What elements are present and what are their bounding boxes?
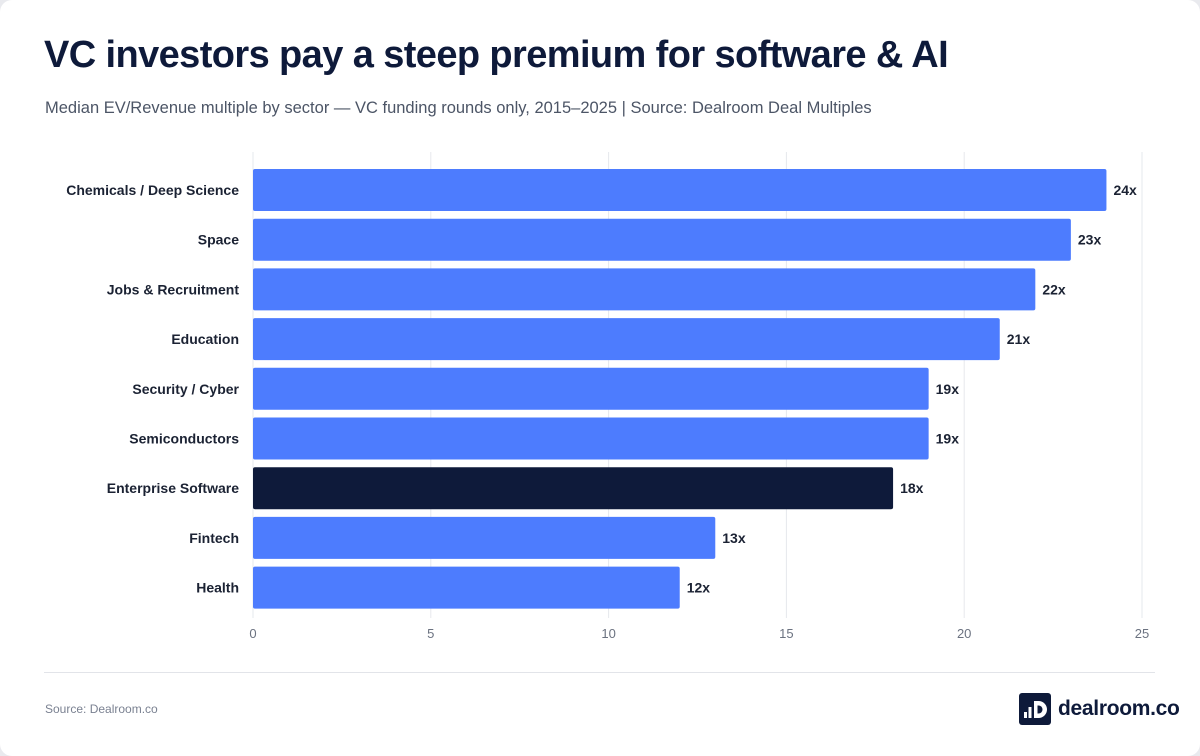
- value-label: 13x: [722, 530, 746, 546]
- value-label: 21x: [1007, 331, 1031, 347]
- category-label: Enterprise Software: [107, 480, 239, 496]
- category-label: Education: [171, 331, 239, 347]
- x-tick-label: 10: [601, 626, 615, 641]
- x-tick-label: 20: [957, 626, 971, 641]
- x-tick-label: 15: [779, 626, 793, 641]
- x-tick-label: 25: [1135, 626, 1149, 641]
- category-label: Fintech: [189, 530, 239, 546]
- category-label: Chemicals / Deep Science: [66, 182, 239, 198]
- bar: [253, 417, 929, 460]
- category-label: Security / Cyber: [132, 381, 239, 397]
- value-label: 23x: [1078, 232, 1102, 248]
- bar: [253, 169, 1107, 211]
- category-label: Jobs & Recruitment: [107, 281, 240, 297]
- bar-chart: 0 5 10 15 20 25 Chemicals / Deep Science 24x Spa…: [66, 152, 1149, 641]
- category-label: Health: [196, 580, 239, 596]
- dealroom-logo-icon: [1019, 693, 1051, 725]
- value-label: 12x: [687, 580, 711, 596]
- value-label: 24x: [1113, 182, 1137, 198]
- bar: [253, 367, 929, 410]
- bar: [253, 467, 894, 510]
- bar: [253, 516, 716, 559]
- bar: [253, 218, 1071, 261]
- value-label: 19x: [936, 431, 960, 447]
- value-label: 19x: [936, 381, 960, 397]
- chart-subtitle: Median EV/Revenue multiple by sector — V…: [45, 99, 872, 117]
- value-label: 22x: [1042, 281, 1066, 297]
- bar: [253, 318, 1000, 361]
- category-label: Semiconductors: [129, 431, 239, 447]
- chart-title: VC investors pay a steep premium for sof…: [44, 34, 949, 76]
- brand[interactable]: dealroom.co: [1019, 693, 1180, 725]
- category-label: Space: [198, 232, 239, 248]
- bar: [253, 268, 1036, 311]
- x-tick-label: 5: [427, 626, 434, 641]
- x-tick-label: 0: [249, 626, 256, 641]
- bar: [253, 566, 680, 609]
- footer-divider: [44, 672, 1155, 673]
- brand-name: dealroom.co: [1058, 697, 1180, 720]
- value-label: 18x: [900, 480, 924, 496]
- source-note: Source: Dealroom.co: [45, 702, 158, 716]
